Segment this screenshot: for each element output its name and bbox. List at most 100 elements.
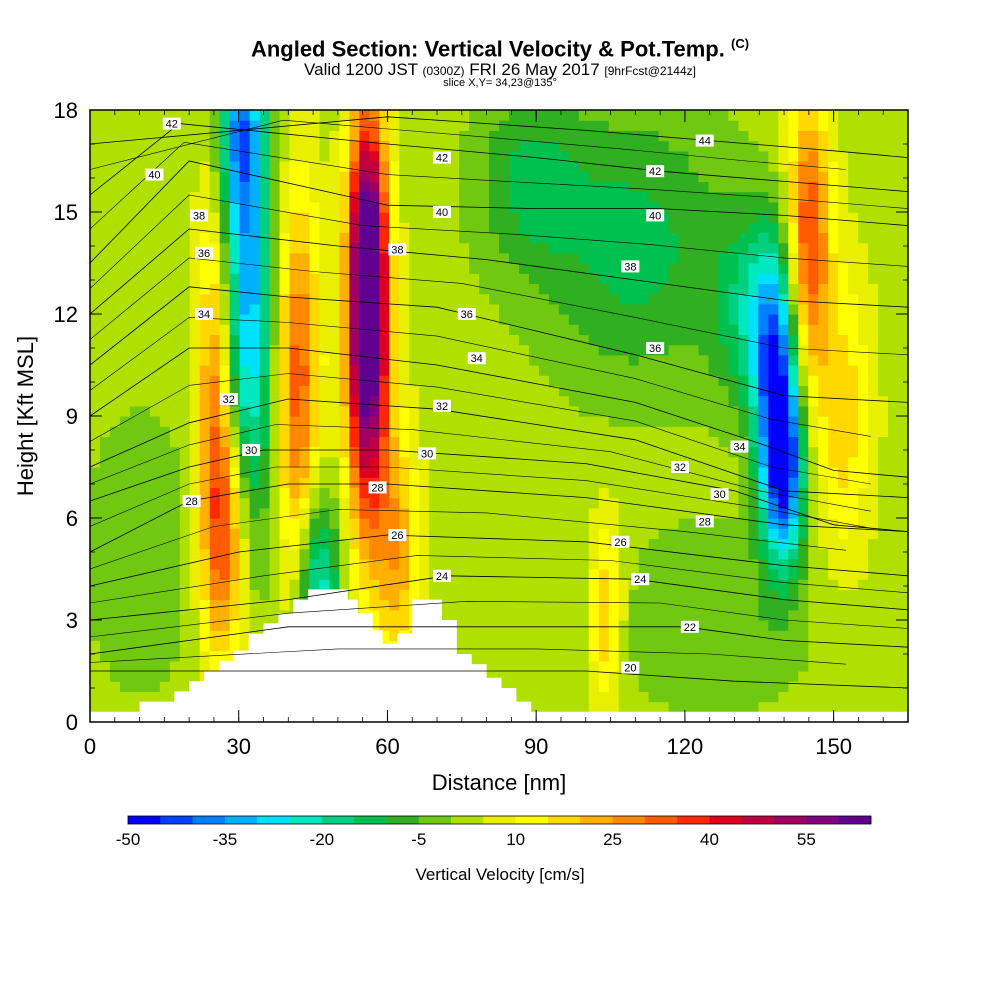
velocity-cell <box>558 110 570 121</box>
velocity-cell <box>738 354 749 366</box>
velocity-cell <box>359 507 370 519</box>
velocity-cell <box>758 232 769 244</box>
velocity-cell <box>668 385 680 397</box>
velocity-cell <box>499 222 510 233</box>
velocity-cell <box>319 558 331 570</box>
velocity-cell <box>588 375 600 386</box>
velocity-cell <box>858 130 869 142</box>
velocity-cell <box>439 609 450 621</box>
velocity-cell <box>319 487 331 499</box>
velocity-cell <box>878 467 889 478</box>
velocity-cell <box>618 314 630 325</box>
velocity-cell <box>90 252 101 264</box>
velocity-cell <box>718 191 730 203</box>
velocity-cell <box>369 110 380 121</box>
velocity-cell <box>878 599 889 611</box>
velocity-cell <box>479 436 490 448</box>
velocity-cell <box>818 548 829 560</box>
velocity-cell <box>658 599 670 611</box>
velocity-cell <box>239 365 251 376</box>
velocity-cell <box>349 232 360 244</box>
velocity-cell <box>219 324 231 335</box>
velocity-cell <box>399 426 410 437</box>
velocity-cell <box>788 395 799 407</box>
velocity-cell <box>259 609 271 621</box>
velocity-cell <box>329 263 340 274</box>
velocity-cell <box>668 671 680 682</box>
theta-contour-line <box>90 141 908 230</box>
velocity-cell <box>299 385 311 397</box>
velocity-cell <box>608 569 620 580</box>
velocity-cell <box>479 599 490 611</box>
velocity-cell <box>738 365 749 376</box>
velocity-cell <box>548 650 560 662</box>
velocity-cell <box>858 191 869 203</box>
velocity-cell <box>189 232 201 244</box>
velocity-cell <box>439 579 450 590</box>
velocity-cell <box>90 477 101 488</box>
contour-label: 32 <box>670 461 689 474</box>
velocity-cell <box>259 344 271 356</box>
velocity-cell <box>618 222 630 233</box>
velocity-cell <box>538 518 550 529</box>
velocity-cell <box>90 375 101 386</box>
velocity-cell <box>209 212 221 223</box>
velocity-cell <box>249 507 261 519</box>
velocity-cell <box>129 558 141 570</box>
velocity-cell <box>139 212 151 223</box>
velocity-cell <box>369 456 380 468</box>
velocity-cell <box>628 477 640 488</box>
velocity-cell <box>658 609 670 621</box>
velocity-cell <box>289 395 301 407</box>
theta-contour-line <box>90 600 908 638</box>
velocity-cell <box>848 416 859 427</box>
velocity-cell <box>179 242 191 254</box>
velocity-cell <box>638 201 650 213</box>
velocity-cell <box>668 365 680 376</box>
velocity-cell <box>209 252 221 264</box>
velocity-cell <box>868 497 879 509</box>
velocity-cell <box>489 609 500 621</box>
velocity-cell <box>588 405 600 417</box>
velocity-cell <box>499 242 510 254</box>
velocity-cell <box>818 589 829 601</box>
velocity-cell <box>189 538 201 550</box>
velocity-cell <box>528 120 540 131</box>
velocity-cell <box>149 487 161 499</box>
velocity-cell <box>379 181 390 193</box>
velocity-cell <box>818 130 829 142</box>
velocity-cell <box>90 487 101 499</box>
velocity-cell <box>828 681 839 692</box>
velocity-cell <box>728 558 740 570</box>
velocity-cell <box>678 528 690 539</box>
velocity-cell <box>898 405 908 417</box>
velocity-cell <box>90 701 101 713</box>
velocity-cell <box>618 395 630 407</box>
velocity-cell <box>748 446 759 458</box>
velocity-cell <box>139 334 151 346</box>
y-tick-label: 0 <box>66 710 78 735</box>
velocity-cell <box>708 701 720 713</box>
velocity-cell <box>818 691 829 703</box>
velocity-cell <box>379 344 390 356</box>
velocity-cell <box>648 477 660 488</box>
velocity-cell <box>858 528 869 539</box>
velocity-cell <box>598 201 610 213</box>
velocity-cell <box>548 273 560 284</box>
velocity-cell <box>548 201 560 213</box>
velocity-cell <box>768 110 779 121</box>
velocity-cell <box>678 497 690 509</box>
velocity-cell <box>479 140 490 152</box>
velocity-cell <box>359 334 370 346</box>
velocity-cell <box>738 191 749 203</box>
velocity-cell <box>718 344 730 356</box>
velocity-cell <box>708 283 720 295</box>
velocity-cell <box>688 691 700 703</box>
velocity-cell <box>628 273 640 284</box>
velocity-cell <box>648 263 660 274</box>
velocity-cell <box>768 436 779 448</box>
velocity-cell <box>349 569 360 580</box>
velocity-cell <box>528 558 540 570</box>
velocity-cell <box>868 212 879 223</box>
velocity-cell <box>169 671 181 682</box>
